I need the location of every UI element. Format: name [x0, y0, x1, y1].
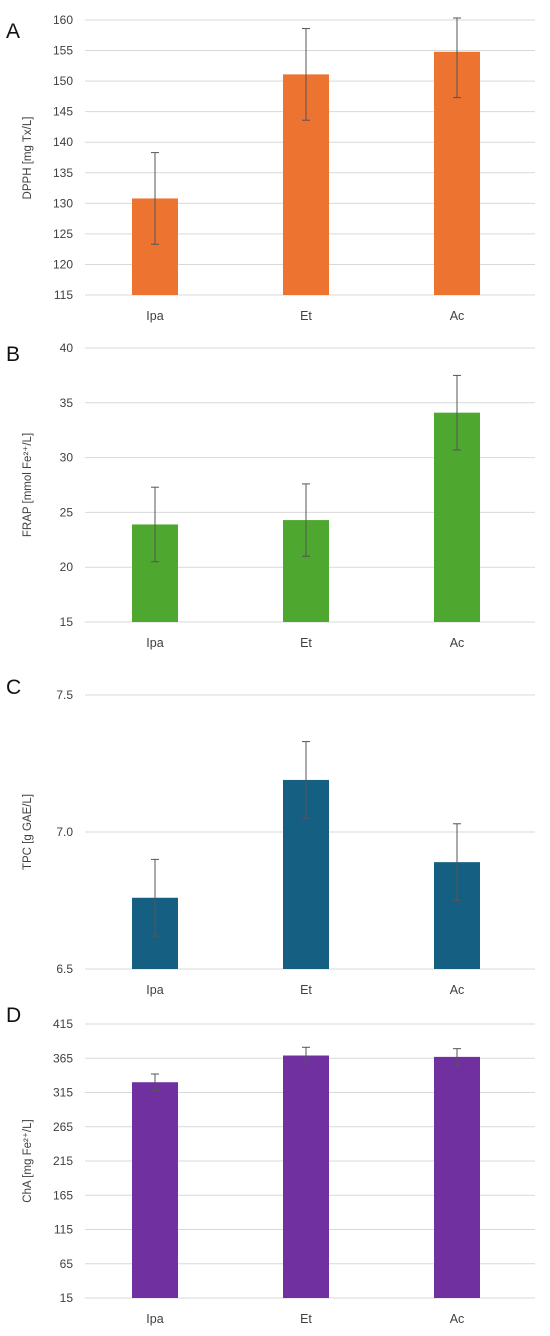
bar-ipa: [132, 1082, 178, 1298]
chart-panel-b: B 15 20 25 30 35 40 FRAP [mmol Fe²⁺/L] Ipa Et Ac: [6, 341, 535, 650]
y-tick-label: 365: [53, 1051, 73, 1065]
dpph-bar-chart: 115 120 125 130 135 140 145 150 155 160 DPPH [mg T…: [22, 13, 535, 323]
y-tick-label: 125: [53, 227, 73, 241]
y-axis-label: FRAP [mmol Fe²⁺/L]: [22, 433, 34, 537]
y-tick-label: 265: [53, 1120, 73, 1134]
y-tick-label: 115: [54, 288, 73, 302]
panel-letter: A: [6, 20, 21, 43]
y-tick-label: 315: [53, 1086, 73, 1100]
x-category-label: Ac: [450, 1312, 465, 1326]
y-tick-label: 35: [60, 396, 74, 410]
y-tick-label: 30: [60, 451, 74, 465]
chart-panel-c: C 6.5 7.0 7.5 TPC [g GAE/L] Ipa Et Ac: [6, 676, 535, 997]
panel-letter: B: [6, 343, 21, 366]
y-tick-label: 415: [53, 1017, 73, 1031]
y-tick-label: 7.5: [56, 688, 73, 702]
y-tick-label: 15: [60, 615, 74, 629]
panel-letter: C: [6, 676, 22, 699]
x-category-label: Ipa: [146, 983, 163, 997]
tpc-bar-chart: 6.5 7.0 7.5 TPC [g GAE/L] Ipa Et Ac: [22, 688, 535, 997]
y-tick-label: 150: [53, 74, 73, 88]
frap-bar-chart: 15 20 25 30 35 40 FRAP [mmol Fe²⁺/L] Ipa Et Ac: [22, 341, 535, 650]
y-tick-label: 15: [60, 1291, 74, 1305]
x-category-label: Ipa: [146, 636, 163, 650]
y-tick-label: 145: [53, 105, 73, 119]
bar-et: [283, 1055, 329, 1298]
y-tick-label: 130: [53, 196, 73, 210]
y-tick-label: 40: [60, 341, 74, 355]
x-category-label: Ac: [450, 983, 465, 997]
y-tick-label: 20: [60, 560, 74, 574]
bar-ac: [434, 1056, 480, 1298]
y-tick-label: 115: [54, 1223, 73, 1237]
y-tick-label: 155: [53, 44, 73, 58]
x-category-label: Et: [300, 309, 312, 323]
y-tick-label: 160: [53, 13, 73, 27]
y-tick-label: 215: [53, 1154, 73, 1168]
y-tick-label: 120: [53, 257, 73, 271]
y-tick-label: 140: [53, 135, 73, 149]
x-category-label: Et: [300, 636, 312, 650]
y-tick-label: 25: [60, 505, 74, 519]
y-tick-label: 7.0: [56, 825, 73, 839]
y-tick-label: 65: [60, 1257, 74, 1271]
panel-letter: D: [6, 1004, 22, 1027]
x-category-label: Ac: [450, 309, 465, 323]
y-tick-label: 6.5: [56, 962, 73, 976]
y-tick-label: 135: [53, 166, 73, 180]
x-category-label: Et: [300, 1312, 312, 1326]
x-category-label: Et: [300, 983, 312, 997]
chart-panel-a: A 115 120 125 130 135 140 145 150 155 160 DPPH [mg…: [0, 0, 550, 330]
y-axis-label: DPPH [mg Tx/L]: [22, 117, 34, 200]
x-category-label: Ac: [450, 636, 465, 650]
y-axis-label: TPC [g GAE/L]: [22, 794, 34, 870]
y-axis-label: ChA [mg Fe²⁺/L]: [22, 1119, 34, 1202]
y-tick-label: 165: [53, 1188, 73, 1202]
x-category-label: Ipa: [146, 309, 163, 323]
x-category-label: Ipa: [146, 1312, 163, 1326]
